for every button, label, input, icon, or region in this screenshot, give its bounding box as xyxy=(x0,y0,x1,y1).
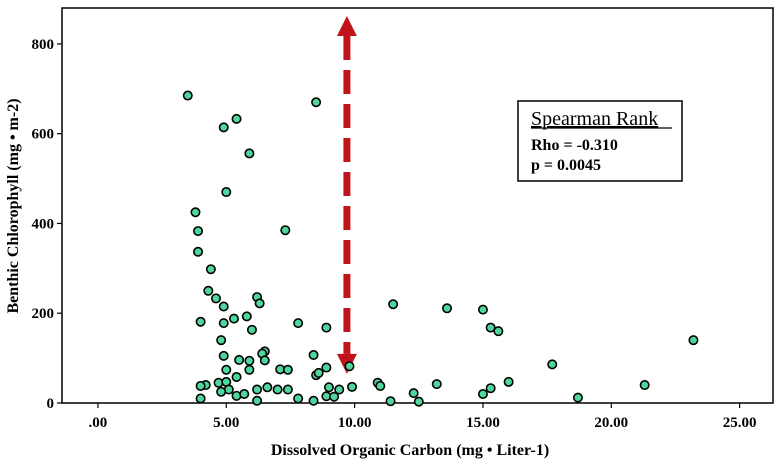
data-point xyxy=(321,362,332,373)
data-point xyxy=(182,90,193,101)
stats-box-rho: Rho = -0.310 xyxy=(531,137,618,154)
data-point xyxy=(211,293,222,304)
data-point xyxy=(442,303,453,314)
data-point xyxy=(231,371,242,382)
data-point xyxy=(547,359,558,370)
data-point xyxy=(272,384,283,395)
data-point xyxy=(334,384,345,395)
data-point xyxy=(385,396,396,407)
data-point xyxy=(413,396,424,407)
y-tick-label: 200 xyxy=(32,306,55,322)
data-point xyxy=(485,322,496,333)
x-tick-label: 25.00 xyxy=(723,415,757,431)
data-point xyxy=(244,364,255,375)
data-point xyxy=(262,382,273,393)
data-point xyxy=(218,318,229,329)
data-points xyxy=(182,90,699,407)
data-point xyxy=(221,187,232,198)
data-point xyxy=(293,393,304,404)
data-point xyxy=(254,298,265,309)
data-point xyxy=(195,393,206,404)
data-point xyxy=(323,382,334,393)
data-point xyxy=(639,380,650,391)
data-point xyxy=(244,355,255,366)
data-point xyxy=(293,318,304,329)
data-point xyxy=(280,225,291,236)
data-point xyxy=(477,389,488,400)
data-point xyxy=(311,97,322,108)
data-point xyxy=(218,122,229,133)
data-point xyxy=(252,395,263,406)
x-tick-label: .00 xyxy=(89,415,108,431)
data-point xyxy=(246,324,257,335)
data-point xyxy=(195,380,206,391)
x-axis: .00 5.00 10.00 15.00 20.00 25.00 xyxy=(89,403,757,431)
data-point xyxy=(408,388,419,399)
data-point xyxy=(688,335,699,346)
data-point xyxy=(321,322,332,333)
data-point xyxy=(228,313,239,324)
data-point xyxy=(477,304,488,315)
data-point xyxy=(344,361,355,372)
data-point xyxy=(218,301,229,312)
data-point xyxy=(259,355,270,366)
x-tick-label: 5.00 xyxy=(213,415,239,431)
data-point xyxy=(203,285,214,296)
data-point xyxy=(234,354,245,365)
data-point xyxy=(193,246,204,257)
data-point xyxy=(282,384,293,395)
data-point xyxy=(503,376,514,387)
data-point xyxy=(388,299,399,310)
data-point xyxy=(190,207,201,218)
x-tick-label: 20.00 xyxy=(594,415,628,431)
stats-box-title: Spearman Rank xyxy=(531,108,658,130)
data-point xyxy=(231,113,242,124)
x-axis-title: Dissolved Organic Carbon (mg • Liter-1) xyxy=(271,442,549,459)
data-point xyxy=(239,389,250,400)
data-point xyxy=(375,380,386,391)
plot-frame xyxy=(61,7,774,404)
stats-box-frame xyxy=(517,100,683,182)
y-axis-title: Benthic Chlorophyll (mg • m-2) xyxy=(5,98,22,313)
stats-box-p: p = 0.0045 xyxy=(531,157,601,174)
stats-box: Spearman Rank Rho = -0.310 p = 0.0045 xyxy=(517,100,683,182)
data-point xyxy=(205,264,216,275)
arrow-head-up xyxy=(336,16,357,36)
data-point xyxy=(195,316,206,327)
data-point xyxy=(216,335,227,346)
data-point xyxy=(485,383,496,394)
y-tick-label: 0 xyxy=(47,396,55,412)
data-point xyxy=(241,311,252,322)
data-point xyxy=(347,381,358,392)
y-tick-label: 600 xyxy=(32,127,55,143)
data-point xyxy=(218,350,229,361)
data-point xyxy=(308,395,319,406)
data-point xyxy=(252,384,263,395)
data-point xyxy=(221,364,232,375)
data-point xyxy=(308,349,319,360)
x-tick-label: 10.00 xyxy=(338,415,372,431)
data-point xyxy=(493,326,504,337)
data-point xyxy=(329,391,340,402)
data-point xyxy=(282,364,293,375)
y-tick-label: 400 xyxy=(32,216,55,232)
data-point xyxy=(431,379,442,390)
data-point xyxy=(313,367,324,378)
y-tick-label: 800 xyxy=(32,37,55,53)
data-point xyxy=(244,148,255,159)
data-point xyxy=(216,386,227,397)
data-point xyxy=(572,392,583,403)
x-tick-label: 15.00 xyxy=(466,415,500,431)
y-axis: 0 200 400 600 800 xyxy=(32,37,62,412)
data-point xyxy=(193,226,204,237)
